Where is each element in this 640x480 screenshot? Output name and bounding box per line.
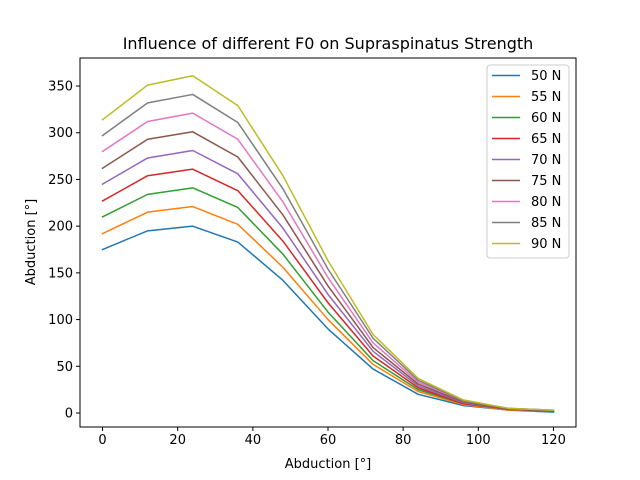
legend-label: 70 N — [531, 153, 561, 168]
chart-title: Influence of different F0 on Supraspinat… — [123, 34, 534, 53]
y-tick-label: 300 — [48, 126, 73, 141]
series-line-1 — [101, 205, 555, 412]
x-tick-label: 100 — [466, 433, 491, 448]
legend-label: 85 N — [531, 216, 561, 231]
legend-label: 90 N — [531, 237, 561, 252]
y-axis-label: Abduction [°] — [24, 199, 39, 285]
y-tick-label: 50 — [56, 360, 73, 375]
x-tick-label: 60 — [320, 433, 337, 448]
plot-area-frame — [79, 57, 577, 428]
legend-label: 60 N — [531, 111, 561, 126]
x-tick-label: 80 — [395, 433, 412, 448]
y-tick-label: 200 — [48, 220, 73, 235]
legend-label: 65 N — [531, 132, 561, 147]
x-tick-label: 20 — [169, 433, 186, 448]
y-tick-label: 250 — [48, 173, 73, 188]
plot-lines — [101, 75, 555, 413]
x-tick-label: 0 — [98, 433, 106, 448]
series-line-8 — [101, 75, 555, 411]
series-line-5 — [101, 131, 555, 412]
legend-label: 55 N — [531, 90, 561, 105]
x-axis-ticks: 0 20 40 60 80 100 120 — [98, 427, 566, 448]
legend-label: 75 N — [531, 174, 561, 189]
x-tick-label: 40 — [245, 433, 262, 448]
legend: 50 N 55 N 60 N 65 N 70 N 75 N 80 N 85 N 90 N — [486, 64, 570, 259]
y-tick-label: 150 — [48, 266, 73, 281]
legend-label: 50 N — [531, 69, 561, 84]
legend-box — [486, 64, 570, 259]
y-axis-ticks: 0 50 100 150 200 250 300 350 — [48, 80, 80, 421]
legend-label: 80 N — [531, 195, 561, 210]
x-tick-label: 120 — [541, 433, 566, 448]
y-tick-label: 350 — [48, 80, 73, 95]
y-tick-label: 100 — [48, 313, 73, 328]
x-axis-label: Abduction [°] — [285, 457, 371, 472]
y-tick-label: 0 — [65, 406, 73, 421]
